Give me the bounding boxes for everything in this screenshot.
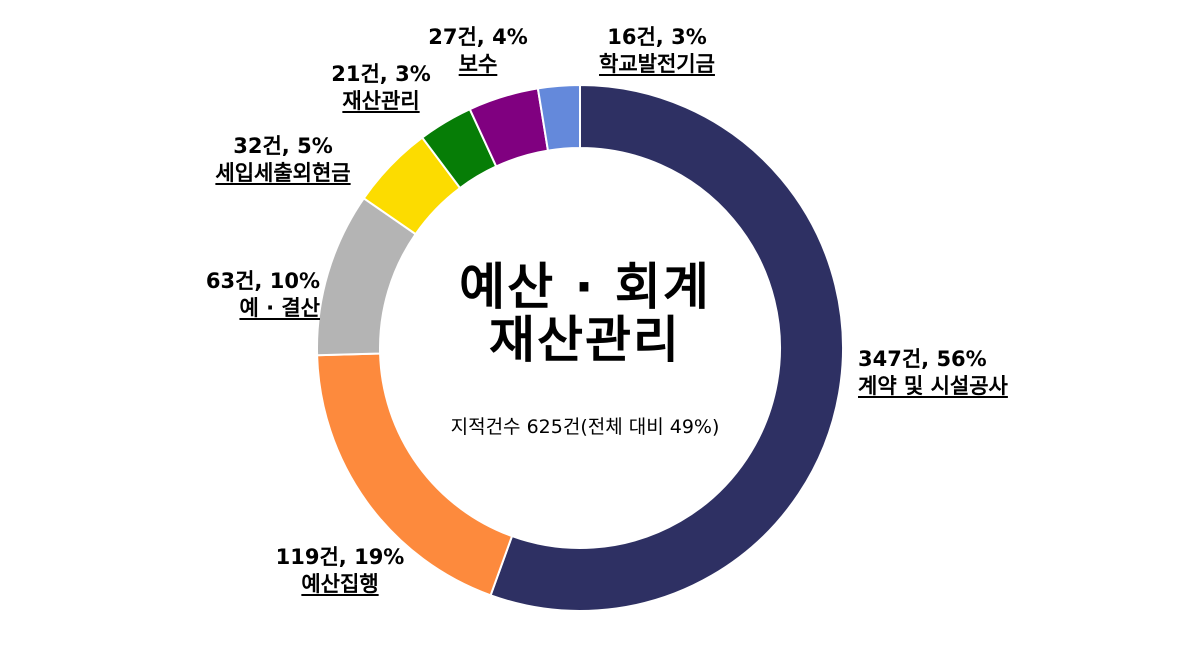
label-school-fund-count: 16건, 3% <box>607 25 707 49</box>
label-settlement-count: 63건, 10% <box>205 269 320 293</box>
center-title-line2: 재산관리 <box>489 311 681 369</box>
label-settlement-name: 예 · 결산 <box>239 296 320 320</box>
label-maintenance-count: 27건, 4% <box>428 25 528 49</box>
label-property-count: 21건, 3% <box>331 62 431 86</box>
label-school-fund-name: 학교발전기금 <box>599 52 715 76</box>
label-property: 21건, 3% 재산관리 <box>326 61 436 115</box>
label-budget-exec: 119건, 19% 예산집행 <box>270 544 410 598</box>
label-school-fund: 16건, 3% 학교발전기금 <box>572 24 742 78</box>
label-extra-cash-name: 세입세출외현금 <box>215 161 351 185</box>
slice-0 <box>489 83 844 612</box>
label-maintenance: 27건, 4% 보수 <box>418 24 538 78</box>
label-property-name: 재산관리 <box>342 89 420 113</box>
center-title: 예산 · 회계 <box>459 258 711 316</box>
label-budget-exec-name: 예산집행 <box>301 572 379 596</box>
slice-6 <box>536 83 581 152</box>
label-contract: 347건, 56% 계약 및 시설공사 <box>858 346 1008 400</box>
label-contract-count: 347건, 56% <box>858 347 987 371</box>
label-budget-exec-count: 119건, 19% <box>275 545 405 569</box>
label-settlement: 63건, 10% 예 · 결산 <box>160 268 320 322</box>
label-extra-cash-count: 32건, 5% <box>233 134 333 158</box>
label-maintenance-name: 보수 <box>458 52 498 76</box>
label-extra-cash: 32건, 5% 세입세출외현금 <box>188 133 378 187</box>
center-subtitle: 지적건수 625건(전체 대비 49%) <box>450 416 720 438</box>
label-contract-name: 계약 및 시설공사 <box>858 374 1008 398</box>
